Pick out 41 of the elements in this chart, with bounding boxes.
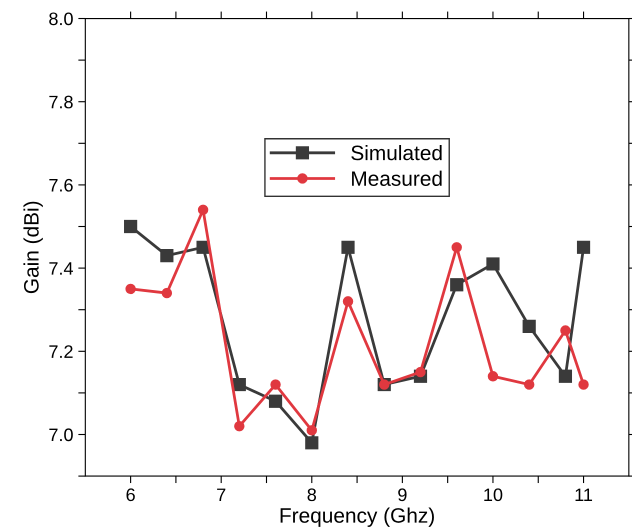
point xyxy=(341,240,355,254)
point xyxy=(306,425,317,436)
point xyxy=(232,378,246,392)
point xyxy=(162,288,172,298)
y-tick-label: 7.0 xyxy=(49,428,73,442)
point xyxy=(160,249,174,262)
point xyxy=(124,220,138,234)
point xyxy=(268,394,282,408)
legend-label: Simulated xyxy=(351,145,442,160)
point xyxy=(234,420,245,432)
point xyxy=(488,371,498,382)
y-tick-label: 7.8 xyxy=(49,96,73,108)
x-tick-label: 11 xyxy=(576,488,592,501)
point xyxy=(198,204,208,216)
y-tick-label: 7.2 xyxy=(49,345,73,358)
point xyxy=(196,240,210,254)
point xyxy=(342,296,354,307)
y-tick-label: 8.0 xyxy=(49,12,73,26)
point xyxy=(270,379,281,390)
point xyxy=(125,284,136,294)
y-tick-label: 7.4 xyxy=(49,262,73,275)
point xyxy=(450,278,464,292)
x-tick-label: 10 xyxy=(484,488,502,502)
point xyxy=(452,242,462,253)
x-axis-title: Frequency (Ghz) xyxy=(280,508,434,527)
point xyxy=(305,436,318,450)
x-tick-label: 6 xyxy=(126,488,135,502)
x-tick-label: 7 xyxy=(217,488,226,501)
x-tick-label: 9 xyxy=(398,488,407,502)
point xyxy=(558,370,572,383)
y-axis-title: Gain (dBi) xyxy=(23,202,43,294)
point xyxy=(486,257,500,271)
point xyxy=(415,366,426,378)
legend-label: Measured xyxy=(352,170,442,186)
point xyxy=(522,320,536,333)
point xyxy=(576,240,590,254)
point xyxy=(524,379,534,390)
x-tick-label: 8 xyxy=(308,488,316,502)
y-tick-label: 7.6 xyxy=(49,178,73,192)
point xyxy=(560,325,571,336)
point xyxy=(578,379,589,390)
